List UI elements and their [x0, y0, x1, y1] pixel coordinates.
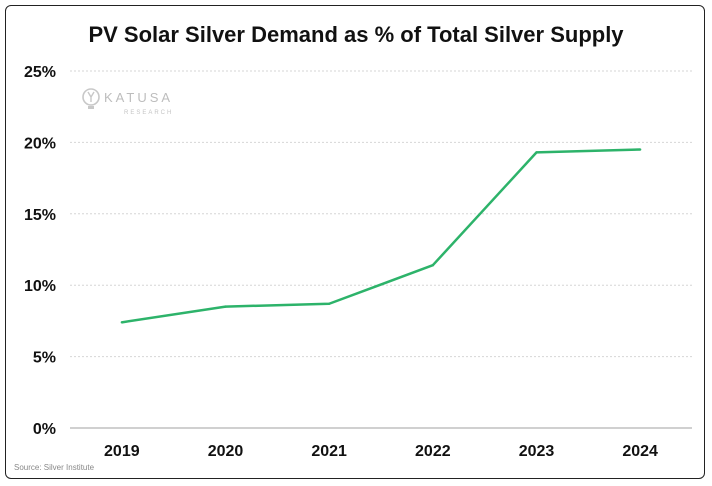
x-tick-label: 2024 [622, 443, 658, 460]
x-tick-label: 2020 [208, 443, 244, 460]
data-point [535, 151, 538, 154]
x-tick-label: 2022 [415, 443, 451, 460]
x-tick-label: 2021 [311, 443, 347, 460]
y-axis-ticks: 0% 5% 10% 15% 20% 25% [24, 64, 56, 438]
chart-title: PV Solar Silver Demand as % of Total Sil… [88, 22, 624, 47]
series-layer [120, 148, 642, 324]
data-point [120, 321, 124, 324]
y-tick-label: 10% [24, 278, 56, 295]
y-tick-label: 5% [33, 350, 56, 367]
logo-subtitle: RESEARCH [124, 110, 173, 116]
y-tick-label: 20% [24, 135, 56, 152]
x-tick-label: 2019 [104, 443, 140, 460]
data-point [327, 302, 331, 305]
series-line [121, 148, 641, 324]
chart-frame [5, 5, 705, 479]
katusa-logo: KATUSA RESEARCH [82, 88, 173, 116]
data-point [638, 148, 642, 151]
y-tick-label: 0% [33, 421, 56, 438]
y-tick-label: 25% [24, 64, 56, 81]
logo-brand: KATUSA [104, 90, 173, 105]
y-tick-label: 15% [24, 207, 56, 224]
data-point [224, 305, 227, 308]
data-point [431, 264, 435, 267]
x-tick-label: 2023 [519, 443, 555, 460]
x-axis-ticks: 2019 2020 2021 2022 2023 2024 [104, 443, 658, 460]
source-note: Source: Silver Institute [14, 463, 95, 472]
gridlines [70, 70, 692, 429]
